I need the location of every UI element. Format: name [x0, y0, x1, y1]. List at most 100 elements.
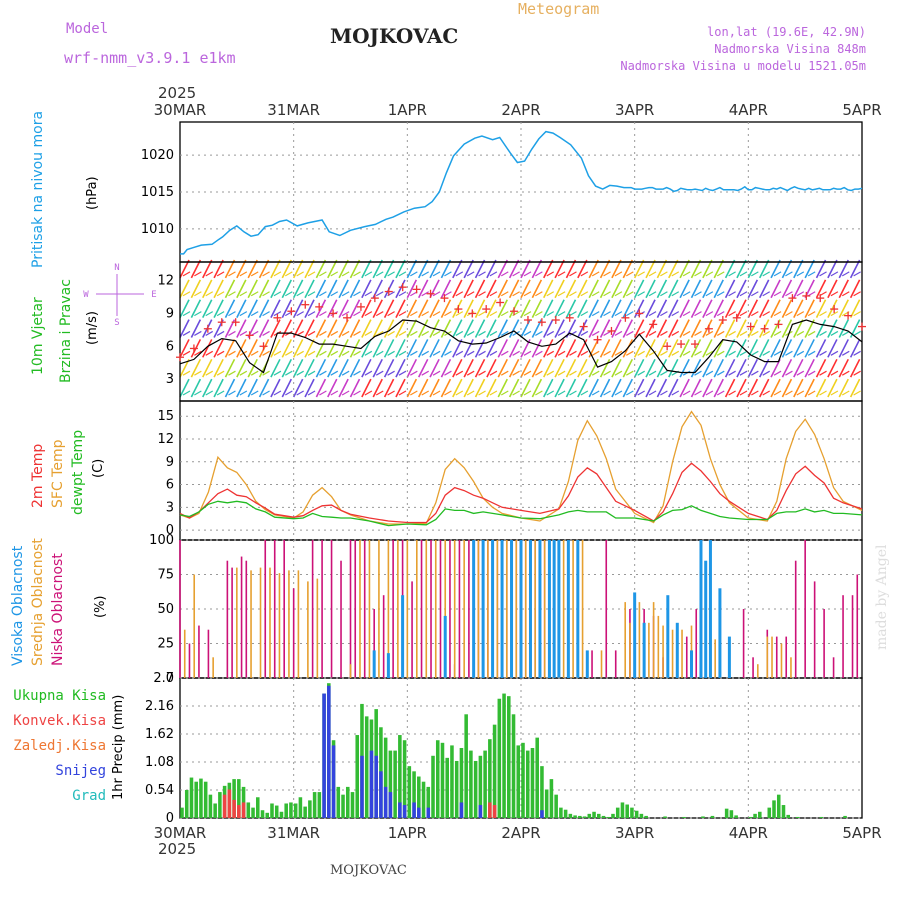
ytick-label: 9: [166, 306, 174, 321]
wind-barb-flag: [523, 330, 532, 336]
wind-barb-flag: [387, 271, 395, 277]
wind-barb-flag: [807, 350, 816, 356]
precip-total-bar: [634, 810, 639, 818]
wind-barb-flag: [660, 390, 668, 396]
wind-barb-flag: [603, 370, 611, 376]
wind-barb: [179, 279, 190, 299]
wind-barb: [270, 358, 281, 378]
wind-barb: [281, 358, 293, 378]
wind-barb-flag: [694, 271, 702, 277]
mid-cloud-bar: [444, 540, 447, 678]
wind-barb-flag: [319, 311, 327, 317]
wind-barb-flag: [466, 370, 475, 376]
wind-barb: [690, 378, 702, 398]
wind-barb: [543, 358, 554, 378]
wind-barb-flag: [648, 311, 657, 317]
wind-barb-flag: [478, 350, 486, 356]
high-cloud-bar: [372, 650, 376, 678]
mid-cloud-bar: [387, 540, 390, 678]
wind-barb-flag: [682, 330, 691, 336]
wind-barb-flag: [205, 370, 214, 376]
wind-barb: [270, 279, 281, 299]
wind-barb-flag: [478, 271, 486, 277]
wind-barb-flag: [341, 330, 350, 336]
compass-e: E: [151, 290, 156, 300]
wind-barb: [827, 259, 838, 279]
low-cloud-bar: [283, 540, 285, 678]
wind-barb: [554, 319, 565, 338]
wind-barb-flag: [705, 291, 714, 297]
wind-barb-flag: [353, 330, 361, 336]
wind-barb-flag: [182, 330, 191, 336]
compass-s: S: [114, 318, 119, 328]
low-cloud-bar: [832, 657, 835, 678]
high-cloud-bar: [642, 622, 646, 678]
precip-total-bar: [710, 815, 715, 818]
low-cloud-bar: [842, 595, 844, 678]
wind-barb: [565, 299, 577, 318]
wind-barb-flag: [466, 390, 475, 396]
mid-cloud-bar: [368, 540, 371, 678]
wind-barb-flag: [216, 390, 225, 396]
wind-barb-flag: [273, 370, 282, 376]
wind-barb-flag: [819, 330, 827, 336]
precip-total-bar: [398, 735, 402, 818]
wind-barb-flag: [807, 390, 816, 396]
wind-barb-flag: [557, 291, 566, 297]
wind-barb-flag: [523, 390, 532, 396]
wind-barb: [292, 259, 304, 279]
mid-cloud-bar: [671, 629, 674, 678]
wind-barb-flag: [523, 271, 532, 277]
wind-barb: [804, 299, 815, 318]
precip-conv-bar: [232, 799, 236, 818]
top-tick-label: 3APR: [615, 101, 654, 119]
wind-barb-flag: [250, 291, 259, 297]
wind-barb: [508, 259, 520, 279]
wind-barb-flag: [500, 390, 509, 396]
wind-barb-flag: [410, 370, 418, 376]
wind-barb: [213, 259, 224, 279]
wind-barb: [452, 378, 463, 398]
wind-barb-flag: [762, 370, 770, 376]
precip-total-bar: [781, 805, 786, 818]
mid-cloud-bar: [463, 540, 465, 678]
wind-barb: [679, 358, 690, 378]
wind-barb-flag: [591, 390, 600, 396]
wind-barb: [781, 299, 793, 318]
wind-barb-flag: [830, 311, 839, 317]
precip-conv-bar: [488, 802, 492, 818]
mid-cloud-bar: [524, 540, 527, 678]
wind-barb-flag: [432, 291, 441, 297]
wind-barb-flag: [273, 390, 282, 396]
wind-barb-flag: [660, 350, 668, 356]
wind-barb-flag: [557, 350, 566, 356]
wind-barb: [417, 358, 429, 378]
wind-barb-flag: [500, 330, 509, 336]
wind-barb-flag: [432, 330, 441, 336]
wind-barb-flag: [341, 390, 350, 396]
wind-barb: [577, 259, 588, 279]
wind-barb: [213, 358, 224, 378]
wind-barb: [690, 299, 702, 318]
high-cloud-bar: [500, 540, 504, 678]
wind-barb: [327, 378, 338, 398]
compass-n: N: [114, 263, 119, 273]
wind-barb-flag: [421, 291, 429, 297]
wind-barb: [520, 279, 531, 299]
wind-barb: [247, 299, 258, 318]
low-cloud-bar: [823, 609, 825, 678]
wind-barb: [406, 378, 418, 398]
wind-barb: [406, 259, 418, 279]
wind-barb: [781, 279, 793, 299]
wind-barb: [679, 299, 690, 318]
wind-barb: [781, 259, 793, 279]
wind-barb-flag: [319, 271, 327, 277]
wind-barb-flag: [239, 390, 248, 396]
precip-total-bar: [180, 807, 184, 818]
wind-barb-flag: [341, 291, 350, 297]
wind-barb: [747, 378, 759, 398]
wind-barb: [838, 319, 849, 338]
snow-bar: [327, 685, 331, 818]
wind-barb-flag: [648, 291, 657, 297]
wind-barb-flag: [796, 291, 805, 297]
